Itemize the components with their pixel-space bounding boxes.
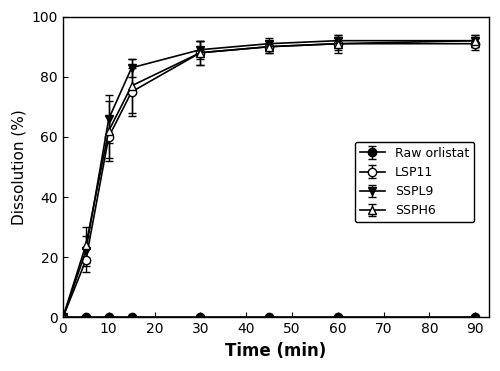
Legend: Raw orlistat, LSP11, SSPL9, SSPH6: Raw orlistat, LSP11, SSPL9, SSPH6: [355, 142, 474, 223]
X-axis label: Time (min): Time (min): [226, 342, 326, 360]
Y-axis label: Dissolution (%): Dissolution (%): [11, 109, 26, 225]
